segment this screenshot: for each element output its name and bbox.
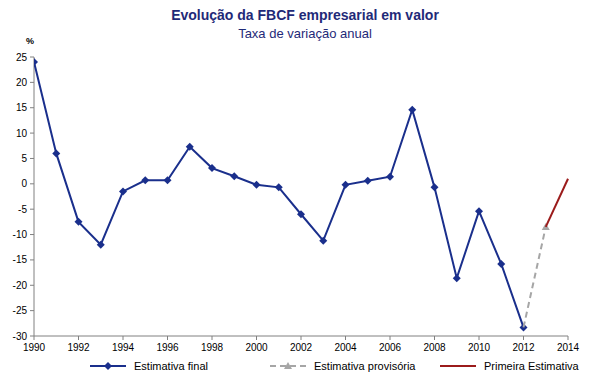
y-tick-label: -20 [13, 280, 28, 291]
x-tick-label: 2010 [468, 342, 491, 353]
y-tick [30, 259, 34, 260]
legend-swatch [440, 365, 476, 367]
point [275, 183, 283, 191]
x-tick [301, 336, 302, 340]
y-tick-label: -5 [18, 204, 27, 215]
x-tick-label: 2000 [245, 342, 268, 353]
legend-marker [104, 362, 112, 370]
x-tick-label: 2014 [557, 342, 580, 353]
y-tick [30, 183, 34, 184]
y-tick-label: -25 [13, 305, 28, 316]
y-tick-label: 20 [16, 77, 28, 88]
x-tick [78, 336, 79, 340]
legend-marker [284, 362, 292, 369]
y-tick [30, 82, 34, 83]
x-tick-label: 1992 [67, 342, 90, 353]
y-tick-label: -15 [13, 254, 28, 265]
y-tick-label: -30 [13, 331, 28, 342]
point [453, 274, 461, 282]
point [297, 210, 305, 218]
series-line [524, 227, 546, 327]
y-tick [30, 158, 34, 159]
point [475, 207, 483, 215]
y-tick [30, 107, 34, 108]
point [208, 164, 216, 172]
legend-label: Estimativa final [134, 360, 208, 372]
x-tick [479, 336, 480, 340]
y-axis [34, 57, 35, 336]
point [364, 177, 372, 185]
title: Evolução da FBCF empresarial em valor [171, 7, 439, 23]
plot-area [34, 58, 568, 331]
point [431, 183, 439, 191]
point [141, 176, 149, 184]
x-tick [523, 336, 524, 340]
point [497, 260, 505, 268]
x-tick-label: 2008 [423, 342, 446, 353]
x-tick [123, 336, 124, 340]
x-tick-label: 2004 [334, 342, 357, 353]
point [34, 58, 38, 66]
chart: Evolução da FBCF empresarial em valor Tax… [0, 0, 610, 380]
subtitle: Taxa de variação anual [238, 26, 372, 41]
point [408, 106, 416, 114]
point [342, 181, 350, 189]
point [253, 181, 261, 189]
x-tick [434, 336, 435, 340]
point [186, 143, 194, 151]
y-tick-label: 15 [16, 102, 28, 113]
y-tick [30, 209, 34, 210]
x-tick [256, 336, 257, 340]
x-tick-label: 1996 [156, 342, 179, 353]
y-tick-label: 5 [21, 153, 27, 164]
x-tick [34, 336, 35, 340]
x-tick [345, 336, 346, 340]
x-tick [212, 336, 213, 340]
x-tick [167, 336, 168, 340]
series-line [546, 179, 568, 227]
legend-label: Primeira Estimativa [484, 360, 580, 372]
y-tick-label: 0 [21, 178, 27, 189]
y-tick [30, 234, 34, 235]
x-tick-label: 1990 [23, 342, 46, 353]
x-tick-label: 2002 [290, 342, 313, 353]
x-tick-label: 2006 [379, 342, 402, 353]
point [386, 173, 394, 181]
y-tick [30, 285, 34, 286]
y-tick-label: 10 [16, 128, 28, 139]
x-tick-label: 1998 [201, 342, 224, 353]
x-tick-label: 1994 [112, 342, 135, 353]
y-tick [30, 57, 34, 58]
y-tick [30, 336, 34, 337]
x-tick-label: 2012 [512, 342, 535, 353]
point [164, 176, 172, 184]
y-tick-label: -10 [13, 229, 28, 240]
point [319, 237, 327, 245]
series-line [34, 62, 524, 327]
point [52, 149, 60, 157]
x-tick [390, 336, 391, 340]
legend-label: Estimativa provisória [314, 360, 416, 372]
point [230, 172, 238, 180]
point [97, 241, 105, 249]
y-tick-label: 25 [16, 52, 28, 63]
y-axis-label: % [26, 36, 34, 46]
point [119, 187, 127, 195]
y-tick [30, 133, 34, 134]
x-tick [568, 336, 569, 340]
y-tick [30, 310, 34, 311]
point [75, 218, 83, 226]
